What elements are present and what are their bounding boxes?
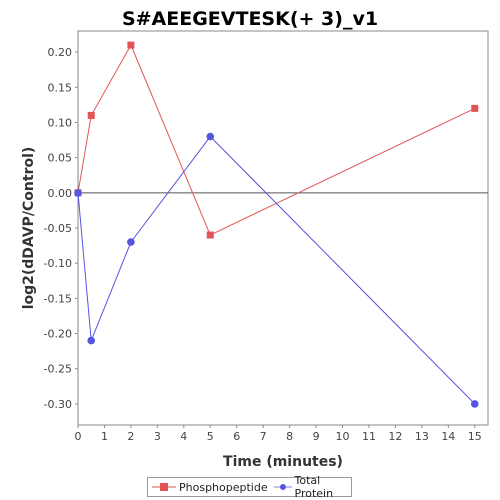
x-tick-label: 1 (101, 430, 108, 443)
plot-area (77, 30, 489, 426)
x-tick-label: 3 (154, 430, 161, 443)
x-tick-label: 10 (336, 430, 350, 443)
x-tick-label: 11 (362, 430, 376, 443)
legend-item-phosphopeptide: Phosphopeptide (152, 481, 268, 494)
x-tick-label: 5 (207, 430, 214, 443)
x-tick-label: 13 (415, 430, 429, 443)
x-tick-label: 0 (75, 430, 82, 443)
data-point-total-protein (74, 189, 82, 197)
legend-label-total-protein: Total Protein (294, 474, 334, 500)
x-tick-label: 12 (388, 430, 402, 443)
y-tick-label: 0.20 (48, 46, 73, 59)
y-axis-title: log2(dDAVP/Control) (21, 147, 37, 310)
x-tick-label: 9 (313, 430, 320, 443)
y-tick-label: -0.20 (44, 328, 72, 341)
x-tick-label: 2 (127, 430, 134, 443)
data-point-phosphopeptide (87, 111, 95, 119)
y-tick-label: -0.30 (44, 398, 72, 411)
data-point-phosphopeptide (206, 231, 214, 239)
data-point-total-protein (470, 400, 479, 408)
x-tick-label: 15 (468, 430, 482, 443)
legend-label-phosphopeptide: Phosphopeptide (179, 480, 268, 494)
y-tick-label: -0.10 (44, 257, 72, 270)
data-point-total-protein (127, 238, 135, 246)
x-tick-label: 4 (180, 430, 187, 443)
circle-marker-icon (273, 484, 292, 490)
x-tick-label: 7 (260, 430, 267, 443)
data-point-phosphopeptide (471, 104, 479, 112)
data-point-total-protein (206, 132, 215, 141)
chart-legend: Phosphopeptide Total Protein (147, 474, 352, 500)
data-point-total-protein (87, 336, 96, 345)
chart-title: S#AEEGEVTESK(+ 3)_v1 (122, 8, 378, 30)
y-tick-label: 0.10 (48, 116, 73, 129)
y-tick-label: -0.25 (44, 363, 72, 376)
x-tick-label: 8 (286, 430, 293, 443)
x-tick-label: 14 (441, 430, 455, 443)
y-tick-label: 0.15 (48, 81, 73, 94)
y-tick-label: 0.05 (48, 152, 73, 165)
y-tick-label: 0.00 (48, 187, 73, 200)
legend-item-total-protein: Total Protein (273, 474, 345, 500)
x-axis-title: Time (minutes) (223, 454, 343, 470)
y-tick-label: -0.15 (44, 292, 72, 305)
square-marker-icon (152, 483, 176, 491)
y-tick-label: -0.05 (44, 222, 72, 235)
data-point-phosphopeptide (127, 41, 135, 49)
x-tick-label: 6 (233, 430, 240, 443)
